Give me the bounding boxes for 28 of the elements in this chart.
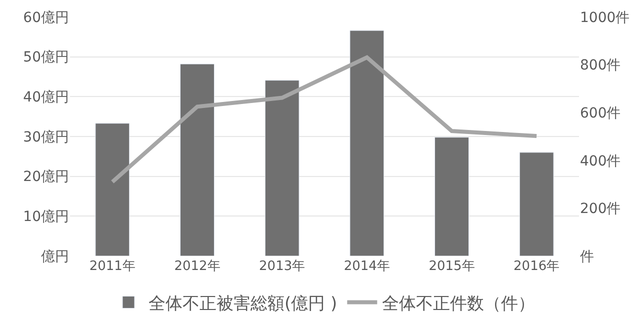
y-tick-label: 40億円: [23, 90, 69, 106]
legend-label: 全体不正被害総額(億円 ): [148, 294, 338, 314]
y2-tick-label: 200件: [580, 201, 621, 218]
bar: [519, 152, 554, 256]
bar: [350, 30, 384, 256]
y-tick-label: 60億円: [23, 10, 69, 26]
y-tick-label: 10億円: [23, 209, 69, 226]
bar: [264, 80, 300, 256]
x-tick-label: 2016年: [514, 259, 560, 274]
y2-tick-label: 800件: [580, 58, 621, 74]
y2-tick-label: 件: [580, 248, 594, 265]
y-tick-label: 億円: [41, 248, 69, 265]
bar: [434, 137, 469, 256]
y-tick-label: 50億円: [23, 50, 69, 66]
y2-tick-label: 1000件: [580, 10, 630, 26]
bar: [180, 64, 214, 256]
y-tick-label: 30億円: [23, 129, 69, 146]
x-tick-label: 2011年: [89, 259, 136, 274]
y-tick-label: 20億円: [23, 169, 69, 186]
x-tick-label: 2013年: [259, 259, 306, 274]
y2-tick-label: 600件: [580, 106, 621, 122]
y2-tick-label: 400件: [580, 153, 621, 170]
legend-label: 全体不正件数（件）: [382, 294, 536, 314]
x-tick-label: 2014年: [344, 259, 390, 274]
line-series: [110, 55, 539, 184]
x-tick-label: 2015年: [428, 259, 475, 274]
x-tick-label: 2012年: [174, 259, 220, 274]
bar: [95, 123, 130, 256]
